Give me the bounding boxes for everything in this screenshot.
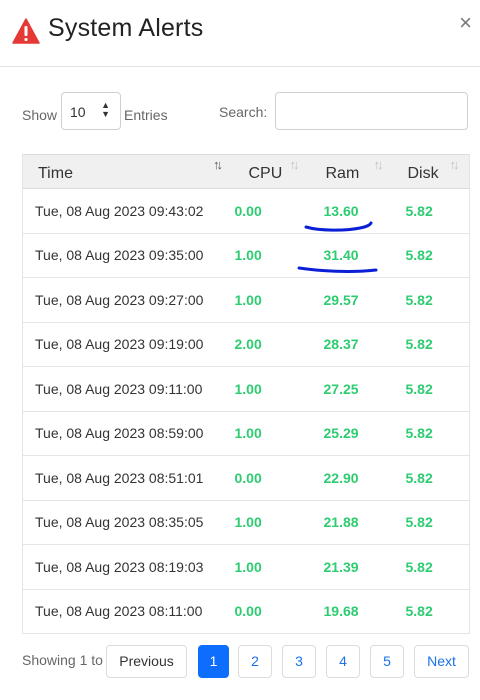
- updown-caret-icon: ▲ ▼: [101, 100, 110, 119]
- cell-ram: 21.88: [309, 500, 392, 545]
- close-icon[interactable]: ×: [459, 10, 472, 35]
- table-row: Tue, 08 Aug 2023 08:19:03 1.00 21.39 5.8…: [22, 544, 470, 590]
- cell-cpu: 1.00: [232, 233, 310, 278]
- cell-ram: 29.57: [309, 277, 392, 323]
- cell-time: Tue, 08 Aug 2023 09:27:00: [22, 277, 233, 323]
- cell-time: Tue, 08 Aug 2023 08:35:05: [22, 500, 233, 545]
- cell-time: Tue, 08 Aug 2023 09:43:02: [22, 188, 233, 234]
- showing-info: Showing 1 to: [22, 652, 103, 668]
- cell-disk: 5.82: [391, 411, 470, 456]
- sort-arrows-icon[interactable]: ↑↓: [213, 157, 223, 172]
- cell-disk: 5.82: [391, 589, 470, 634]
- cell-ram: 31.40: [309, 233, 392, 278]
- column-header-disk[interactable]: Disk ↑↓: [391, 154, 470, 189]
- column-header-ram[interactable]: Ram ↑↓: [309, 154, 392, 189]
- cell-disk: 5.82: [391, 233, 470, 278]
- page-button-3[interactable]: 3: [282, 645, 316, 678]
- page-button-1[interactable]: 1: [198, 645, 229, 678]
- modal-header: System Alerts ×: [0, 0, 480, 67]
- cell-cpu: 2.00: [232, 322, 310, 367]
- cell-time: Tue, 08 Aug 2023 08:11:00: [22, 589, 233, 634]
- cell-disk: 5.82: [391, 366, 470, 412]
- cell-ram: 25.29: [309, 411, 392, 456]
- entries-select[interactable]: 10 ▲ ▼: [61, 92, 121, 130]
- cell-time: Tue, 08 Aug 2023 09:35:00: [22, 233, 233, 278]
- cell-cpu: 1.00: [232, 277, 310, 323]
- table-row: Tue, 08 Aug 2023 09:35:00 1.00 31.40 5.8…: [22, 233, 470, 278]
- show-label: Show: [22, 107, 58, 123]
- previous-button[interactable]: Previous: [106, 645, 187, 678]
- cell-disk: 5.82: [391, 277, 470, 323]
- next-button[interactable]: Next: [414, 645, 469, 678]
- search-label: Search:: [219, 104, 268, 120]
- column-header-cpu[interactable]: CPU ↑↓: [232, 154, 310, 189]
- cell-disk: 5.82: [391, 544, 470, 590]
- cell-cpu: 1.00: [232, 411, 310, 456]
- cell-time: Tue, 08 Aug 2023 09:11:00: [22, 366, 233, 412]
- table-row: Tue, 08 Aug 2023 08:59:00 1.00 25.29 5.8…: [22, 411, 470, 456]
- page-button-2[interactable]: 2: [238, 645, 272, 678]
- sort-arrows-icon[interactable]: ↑↓: [373, 157, 384, 172]
- cell-ram: 21.39: [309, 544, 392, 590]
- cell-ram: 13.60: [309, 188, 392, 234]
- table-header-row: Time ↑↓ CPU ↑↓ Ram ↑↓ Disk ↑↓: [22, 154, 470, 189]
- warning-triangle-icon: [12, 18, 40, 44]
- column-header-time[interactable]: Time ↑↓: [22, 154, 233, 189]
- cell-time: Tue, 08 Aug 2023 08:51:01: [22, 455, 233, 501]
- cell-cpu: 0.00: [232, 455, 310, 501]
- cell-ram: 22.90: [309, 455, 392, 501]
- table-row: Tue, 08 Aug 2023 09:43:02 0.00 13.60 5.8…: [22, 188, 470, 234]
- table-row: Tue, 08 Aug 2023 09:19:00 2.00 28.37 5.8…: [22, 322, 470, 367]
- page-button-5[interactable]: 5: [370, 645, 404, 678]
- table-row: Tue, 08 Aug 2023 08:11:00 0.00 19.68 5.8…: [22, 589, 470, 634]
- alerts-table: Time ↑↓ CPU ↑↓ Ram ↑↓ Disk ↑↓ Tue, 08 Au…: [22, 154, 470, 634]
- cell-ram: 27.25: [309, 366, 392, 412]
- cell-disk: 5.82: [391, 322, 470, 367]
- search-input[interactable]: [275, 92, 468, 130]
- table-row: Tue, 08 Aug 2023 09:11:00 1.00 27.25 5.8…: [22, 366, 470, 412]
- cell-cpu: 1.00: [232, 544, 310, 590]
- cell-time: Tue, 08 Aug 2023 09:19:00: [22, 322, 233, 367]
- table-row: Tue, 08 Aug 2023 09:27:00 1.00 29.57 5.8…: [22, 277, 470, 323]
- page-button-4[interactable]: 4: [326, 645, 360, 678]
- sort-arrows-icon[interactable]: ↑↓: [449, 157, 460, 172]
- cell-disk: 5.82: [391, 500, 470, 545]
- table-row: Tue, 08 Aug 2023 08:35:05 1.00 21.88 5.8…: [22, 500, 470, 545]
- entries-value: 10: [70, 104, 86, 120]
- cell-ram: 28.37: [309, 322, 392, 367]
- cell-cpu: 1.00: [232, 366, 310, 412]
- cell-time: Tue, 08 Aug 2023 08:59:00: [22, 411, 233, 456]
- cell-ram: 19.68: [309, 589, 392, 634]
- cell-disk: 5.82: [391, 188, 470, 234]
- cell-cpu: 0.00: [232, 188, 310, 234]
- modal-title: System Alerts: [48, 14, 204, 42]
- cell-disk: 5.82: [391, 455, 470, 501]
- cell-cpu: 0.00: [232, 589, 310, 634]
- table-row: Tue, 08 Aug 2023 08:51:01 0.00 22.90 5.8…: [22, 455, 470, 501]
- cell-time: Tue, 08 Aug 2023 08:19:03: [22, 544, 233, 590]
- entries-label: Entries: [124, 107, 168, 123]
- sort-arrows-icon[interactable]: ↑↓: [289, 157, 300, 172]
- cell-cpu: 1.00: [232, 500, 310, 545]
